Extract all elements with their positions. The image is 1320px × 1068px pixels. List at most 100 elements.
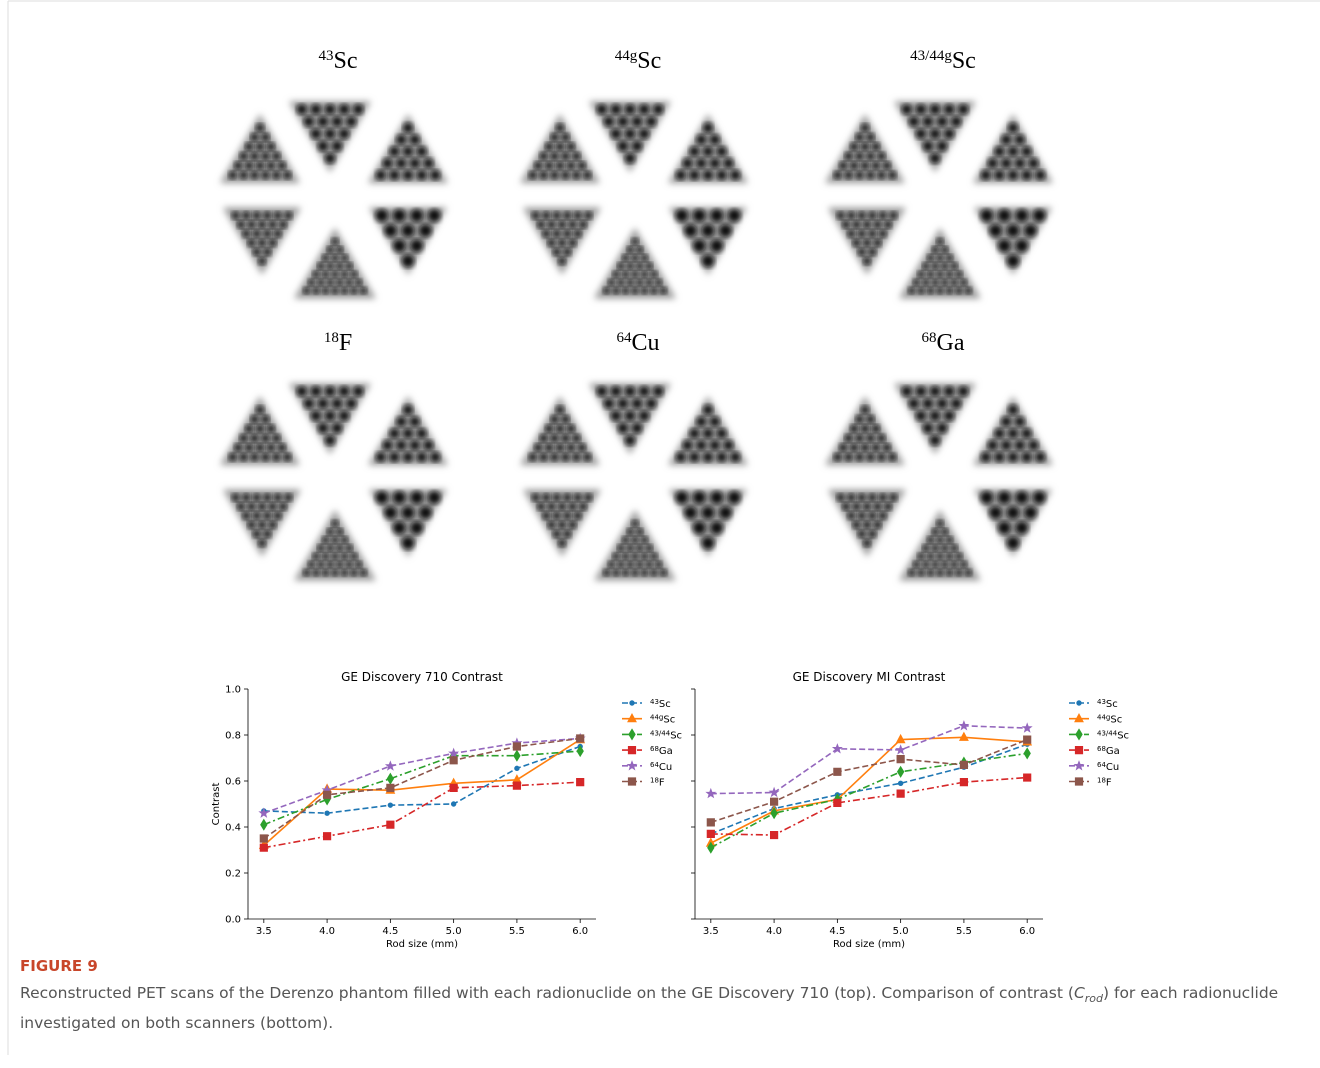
phantom-rod — [556, 162, 564, 170]
phantom-rod — [256, 162, 264, 170]
phantom-rod — [728, 209, 741, 222]
panel-label-mass: 64 — [616, 330, 632, 346]
legend-label-mass: 18 — [650, 777, 659, 785]
phantom-rod — [927, 287, 934, 294]
phantom-rod — [863, 503, 871, 511]
phantom-rod — [332, 238, 339, 245]
y-tick-label: 0.0 — [225, 915, 241, 926]
phantom-rod — [1015, 135, 1025, 145]
phantom-rod — [548, 521, 556, 529]
phantom-rod — [617, 545, 624, 552]
phantom-rod — [955, 569, 962, 576]
phantom-rod — [867, 133, 875, 141]
phantom-rod — [877, 171, 885, 179]
phantom-rod — [1024, 506, 1037, 519]
phantom-rod — [834, 453, 842, 461]
marker — [834, 799, 841, 806]
phantom-rod — [636, 246, 643, 253]
phantom-rod — [1008, 429, 1018, 439]
phantom-rod — [341, 569, 348, 576]
phantom-rod — [1035, 452, 1045, 462]
phantom-rod — [311, 386, 321, 396]
phantom-rod — [304, 116, 314, 126]
caption-text: Reconstructed PET scans of the Derenzo p… — [20, 984, 1074, 1002]
phantom-rod — [574, 212, 582, 220]
phantom-rod — [676, 452, 686, 462]
phantom-rod — [403, 452, 413, 462]
phantom-rod — [883, 444, 891, 452]
phantom-rod — [879, 230, 887, 238]
phantom-rod — [269, 239, 277, 247]
phantom-rod — [572, 453, 580, 461]
phantom-rod — [632, 255, 639, 262]
phantom-rod — [322, 255, 329, 262]
phantom-rod — [346, 545, 353, 552]
phantom-rod — [632, 287, 639, 294]
phantom-rod — [861, 162, 869, 170]
phantom-rod — [853, 221, 861, 229]
phantom-rod — [551, 434, 559, 442]
phantom-rod — [251, 434, 259, 442]
phantom-rod — [863, 221, 871, 229]
marker — [450, 757, 457, 764]
phantom-rod — [937, 141, 947, 151]
phantom-rod — [874, 221, 882, 229]
phantom-rod — [730, 170, 740, 180]
phantom-rod — [632, 423, 642, 433]
phantom-rod — [702, 255, 715, 268]
phantom-rod — [842, 221, 850, 229]
phantom-rod — [867, 434, 875, 442]
marker — [515, 766, 519, 770]
phantom-rod — [258, 221, 266, 229]
phantom-rod — [847, 212, 855, 220]
phantom-rod — [627, 561, 634, 568]
marker — [323, 791, 330, 798]
phantom-rod — [285, 212, 293, 220]
x-axis-label: Rod size (mm) — [386, 939, 458, 950]
panel-label-element: F — [339, 330, 352, 356]
phantom-rod — [868, 248, 876, 256]
legend-label-element: Sc — [670, 730, 682, 741]
phantom-rod — [693, 240, 706, 253]
phantom-rod — [419, 224, 432, 237]
phantom-rod — [944, 104, 954, 114]
phantom-rod — [627, 263, 634, 270]
phantom-rod — [553, 494, 561, 502]
phantom-rod — [251, 415, 259, 423]
phantom-rod — [930, 411, 940, 421]
phantom-rod — [410, 440, 420, 450]
phantom-rod — [696, 417, 706, 427]
phantom-rod — [553, 230, 561, 238]
marker — [707, 819, 714, 826]
phantom-rod — [937, 255, 944, 262]
phantom-rod — [853, 239, 861, 247]
phantom-rod — [428, 209, 441, 222]
phantom-rod — [327, 246, 334, 253]
phantom-rod — [258, 257, 266, 265]
legend-label-element: Sc — [663, 715, 675, 726]
phantom-rod — [548, 221, 556, 229]
phantom-rod — [941, 263, 948, 270]
legend-label: 44gSc — [1097, 714, 1122, 726]
phantom-rod — [944, 129, 954, 139]
phantom-rod — [1015, 240, 1028, 253]
legend-label-element: Sc — [1106, 699, 1118, 710]
phantom-rod — [322, 287, 329, 294]
phantom-rod — [696, 440, 706, 450]
phantom-rod — [360, 569, 367, 576]
phantom-rod — [1007, 255, 1020, 268]
phantom-rod — [258, 503, 266, 511]
phantom-rod — [553, 212, 561, 220]
phantom-rod — [710, 440, 720, 450]
phantom-rod — [350, 569, 357, 576]
phantom-rod — [403, 405, 413, 415]
phantom-rod — [274, 512, 282, 520]
phantom-rod — [318, 141, 328, 151]
phantom-rod — [868, 512, 876, 520]
phantom-rod — [872, 425, 880, 433]
phantom-rod — [611, 411, 621, 421]
caption-symbol: C — [1074, 984, 1085, 1002]
phantom-rod — [613, 287, 620, 294]
x-tick-label: 3.5 — [256, 926, 272, 937]
phantom-rod — [313, 569, 320, 576]
